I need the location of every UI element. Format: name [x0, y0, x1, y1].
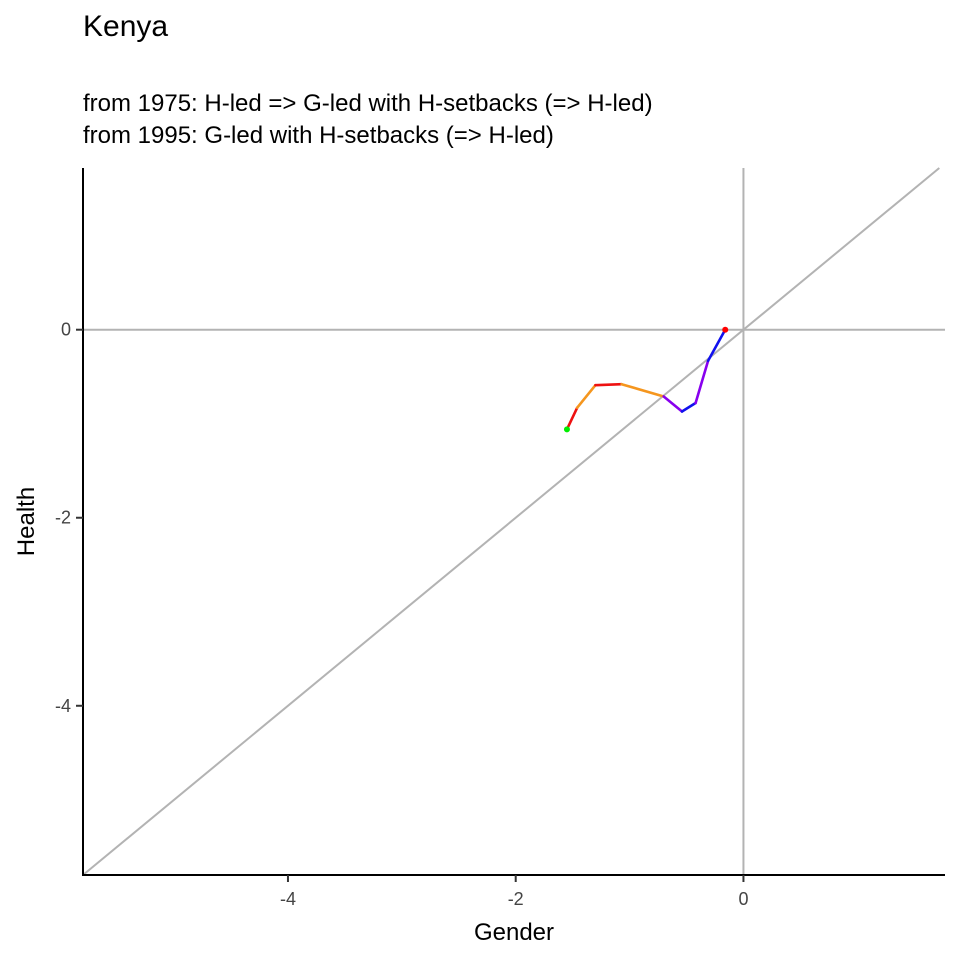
trajectory-segment-3: [594, 382, 623, 387]
end-point: [722, 326, 729, 333]
chart-subtitle-line-1: from 1975: H-led => G-led with H-setback…: [83, 90, 653, 117]
y-tick-label: -2: [55, 508, 71, 528]
y-tick-label: 0: [61, 320, 71, 340]
axes: -4 -2 0 -4 -2 0: [55, 168, 945, 909]
x-axis-title: Gender: [474, 919, 554, 946]
y-tick-label: -4: [55, 696, 71, 716]
x-tick-label: -2: [508, 889, 524, 909]
trajectory-segment-8: [706, 328, 727, 363]
trajectory-segment-5: [662, 395, 684, 413]
chart-title: Kenya: [83, 10, 169, 43]
trajectory-segment-2: [575, 383, 597, 410]
trajectory-segment-7: [694, 359, 710, 405]
start-point: [563, 426, 570, 433]
trajectory-series: [563, 326, 729, 433]
trajectory-segment-4: [620, 382, 666, 398]
trajectory-segment-1: [565, 406, 579, 431]
reference-lines: [82, 167, 945, 876]
trajectory-segment-6: [680, 401, 697, 413]
chart-subtitle-line-2: from 1995: G-led with H-setbacks (=> H-l…: [83, 122, 554, 149]
y-axis-title: Health: [13, 487, 40, 556]
x-tick-label: 0: [738, 889, 748, 909]
reference-line-diagonal: [82, 167, 940, 876]
x-tick-label: -4: [280, 889, 296, 909]
